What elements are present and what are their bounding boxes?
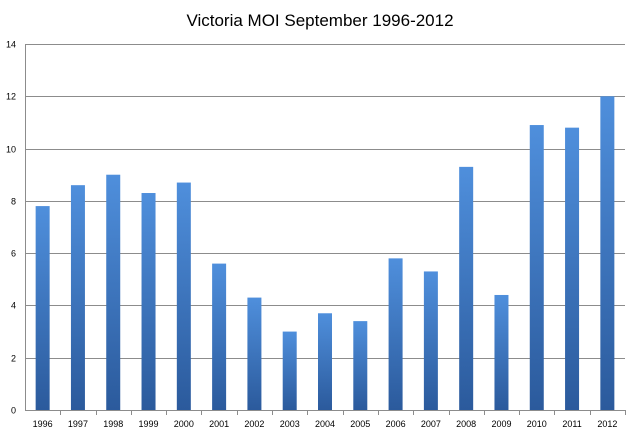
bar-2008 — [459, 166, 474, 410]
x-tick-label: 2007 — [421, 419, 441, 429]
chart-title: Victoria MOI September 1996-2012 — [186, 11, 454, 30]
y-tick-label: 0 — [11, 406, 16, 416]
x-tick-label: 1998 — [103, 419, 123, 429]
x-tick-label: 2010 — [527, 419, 547, 429]
bar-2011 — [565, 127, 580, 411]
bar-1996 — [35, 206, 50, 410]
bar-2012 — [600, 96, 615, 411]
x-tick-label: 2009 — [491, 419, 511, 429]
x-tick-label: 1996 — [33, 419, 53, 429]
y-tick-label: 14 — [6, 40, 16, 50]
x-tick-label: 2002 — [244, 419, 264, 429]
bar-2004 — [318, 313, 332, 410]
bar-2007 — [423, 271, 438, 410]
x-tick-label: 2000 — [174, 419, 194, 429]
bar-2000 — [176, 182, 191, 410]
bar-2006 — [388, 258, 403, 410]
bars — [35, 96, 615, 411]
bar-1998 — [106, 174, 121, 410]
bar-2001 — [212, 263, 227, 410]
x-tick-label: 2012 — [597, 419, 617, 429]
y-tick-label: 12 — [6, 92, 16, 102]
axes — [25, 44, 626, 415]
x-tick-label: 1997 — [68, 419, 88, 429]
bar-1997 — [70, 185, 85, 410]
y-tick-label: 8 — [11, 197, 16, 207]
x-tick-label: 2008 — [456, 419, 476, 429]
x-tick-label: 1999 — [139, 419, 159, 429]
y-tick-label: 4 — [11, 301, 16, 311]
y-tick-label: 10 — [6, 145, 16, 155]
bar-2002 — [247, 297, 262, 410]
x-tick-label: 2003 — [280, 419, 300, 429]
y-tick-label: 6 — [11, 249, 16, 259]
tick-labels: 0 2 4 6 8 10 12 14 1996 1997 1998 1999 2000 2001 2002 2… — [6, 40, 617, 430]
x-tick-label: 2011 — [562, 419, 581, 429]
bar-2003 — [282, 331, 297, 410]
bar-2010 — [529, 125, 544, 411]
bar-2009 — [494, 294, 509, 410]
y-tick-label: 2 — [11, 354, 16, 364]
x-tick-label: 2001 — [209, 419, 229, 429]
bar-2005 — [353, 321, 368, 410]
x-tick-label: 2004 — [315, 419, 335, 429]
x-tick-label: 2005 — [350, 419, 370, 429]
bar-1999 — [141, 193, 156, 410]
x-tick-label: 2006 — [386, 419, 406, 429]
